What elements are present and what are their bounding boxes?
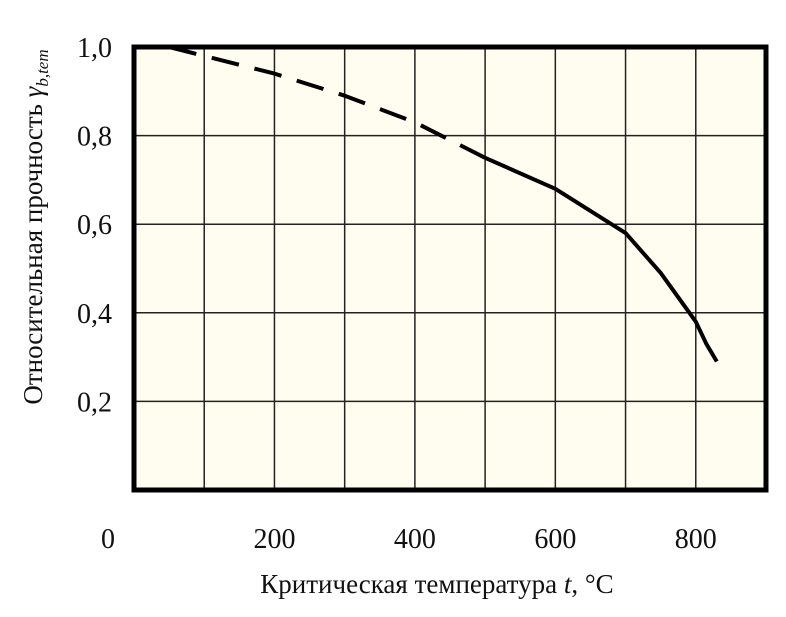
x-tick-labels: 0 200 400 600 800 [101, 524, 717, 555]
plot-frame [131, 44, 769, 493]
y-tick-label: 0,4 [77, 299, 112, 330]
x-tick-label: 800 [675, 524, 717, 555]
x-tick-label: 600 [534, 524, 576, 555]
x-tick-label: 200 [253, 524, 295, 555]
x-axis-variable: t [564, 569, 573, 599]
y-tick-label: 1,0 [77, 33, 112, 64]
y-tick-label: 0,2 [77, 387, 112, 418]
x-axis-label-text: Критическая температура [260, 569, 557, 599]
x-axis-unit: , °C [571, 569, 613, 599]
plot-background [134, 47, 766, 490]
y-axis-subscript: b,tem [33, 49, 52, 86]
x-axis-label: Критическая температура t, °C [260, 569, 613, 599]
series-line-dashed [168, 45, 487, 160]
x-tick-label: 400 [394, 524, 436, 555]
x-tick-label: 0 [101, 524, 115, 555]
data-series [168, 45, 719, 363]
y-axis-variable: γ [18, 85, 48, 97]
y-axis-label: Относительная прочность γb,tem [18, 49, 52, 404]
y-tick-labels: 0,2 0,4 0,6 0,8 1,0 [77, 33, 112, 418]
grid-lines [134, 47, 766, 490]
y-axis-label-text: Относительная прочность [18, 104, 48, 405]
y-tick-label: 0,8 [77, 122, 112, 153]
series-line-solid [484, 155, 719, 363]
y-tick-label: 0,6 [77, 210, 112, 241]
